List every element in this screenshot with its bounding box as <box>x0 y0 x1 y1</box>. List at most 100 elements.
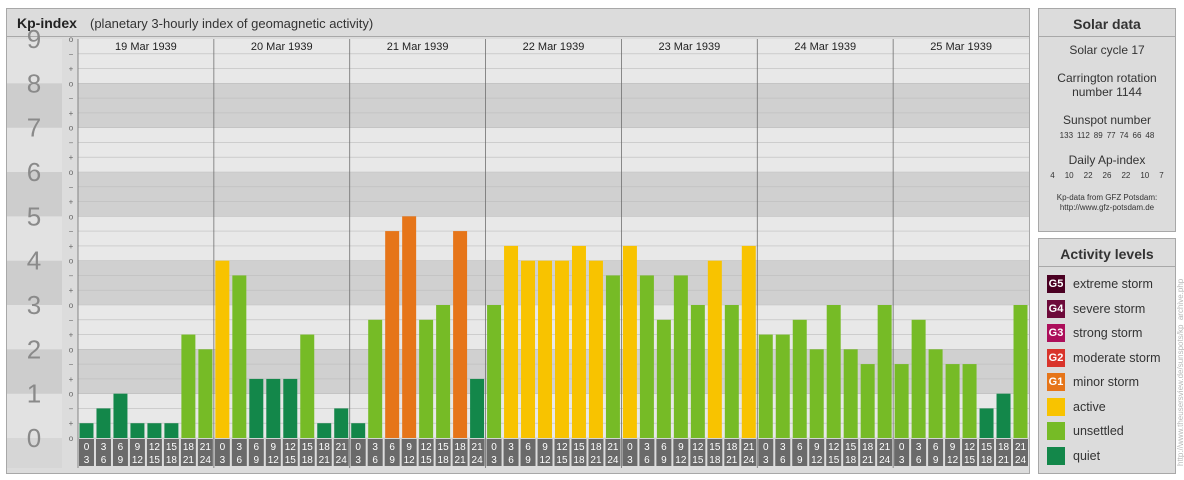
legend-swatch: G1 <box>1047 373 1065 391</box>
y-minor-label: o <box>69 212 74 221</box>
legend-swatch: G2 <box>1047 348 1065 367</box>
interval-start-label: 6 <box>933 442 939 453</box>
legend-item-quiet: quiet <box>1047 446 1100 466</box>
ap-title: Daily Ap-index <box>1068 153 1146 167</box>
kp-bar <box>707 260 722 438</box>
source-link[interactable]: http://www.gfz-potsdam.de <box>1059 203 1155 212</box>
interval-end-label: 15 <box>421 455 433 466</box>
interval-cell <box>979 439 995 466</box>
day-label: 21 Mar 1939 <box>387 41 449 53</box>
y-label-band <box>7 216 62 261</box>
kp-bar <box>775 334 790 438</box>
interval-cell <box>503 439 519 466</box>
interval-end-label: 6 <box>237 455 243 466</box>
sunspot-value: 66 <box>1132 131 1142 140</box>
kp-bar <box>690 305 705 438</box>
legend-label: moderate storm <box>1073 350 1161 365</box>
interval-cell <box>418 439 434 466</box>
interval-start-label: 9 <box>814 442 820 453</box>
legend-label: quiet <box>1073 448 1101 463</box>
ap-value: 7 <box>1159 171 1164 180</box>
interval-start-label: 9 <box>950 442 956 453</box>
ap-value: 4 <box>1050 171 1055 180</box>
y-label-band <box>7 39 62 84</box>
solar-title: Solar data <box>1073 16 1141 32</box>
interval-cell <box>843 439 859 466</box>
interval-cell <box>401 439 417 466</box>
kp-bar <box>673 275 688 438</box>
interval-cell <box>809 439 825 466</box>
interval-end-label: 12 <box>268 455 280 466</box>
interval-start-label: 3 <box>372 442 378 453</box>
solar-header: Solar data <box>1039 9 1175 37</box>
interval-cell <box>79 439 94 466</box>
interval-end-label: 15 <box>556 455 568 466</box>
interval-cell <box>656 439 672 466</box>
y-tick-label: 3 <box>27 290 41 320</box>
kp-chart: 0123456789o+−o+−o+−o+−o+−o+−o+−o+−o+−o19… <box>7 24 1029 468</box>
interval-start-label: 21 <box>336 442 348 453</box>
interval-cell <box>673 439 689 466</box>
sunspot-value: 133 <box>1059 131 1074 140</box>
interval-end-label: 15 <box>964 455 976 466</box>
kp-bar <box>741 245 756 438</box>
interval-cell <box>588 439 604 466</box>
kp-bar <box>147 423 162 438</box>
legend-label: minor storm <box>1073 375 1139 389</box>
interval-end-label: 9 <box>933 455 939 466</box>
interval-start-label: 15 <box>845 442 857 453</box>
y-tick-label: 9 <box>27 24 41 54</box>
interval-end-label: 6 <box>101 455 107 466</box>
interval-start-label: 18 <box>183 442 195 453</box>
kp-bar <box>911 319 926 438</box>
legend-item-strong-storm: G3 strong storm <box>1047 323 1142 343</box>
kp-bar <box>843 349 858 438</box>
interval-start-label: 21 <box>607 442 619 453</box>
interval-cell <box>826 439 842 466</box>
y-tick-label: 2 <box>27 334 41 364</box>
interval-start-label: 15 <box>166 442 178 453</box>
interval-end-label: 9 <box>797 455 803 466</box>
interval-end-label: 9 <box>254 455 260 466</box>
interval-cell <box>299 439 315 466</box>
kp-bar <box>113 393 128 438</box>
kp-bar <box>385 231 400 438</box>
y-tick-label: 5 <box>27 201 41 231</box>
y-minor-label: o <box>69 345 74 354</box>
interval-start-label: 9 <box>678 442 684 453</box>
kp-chart-panel: Kp-index (planetary 3-hourly index of ge… <box>6 8 1030 474</box>
interval-start-label: 12 <box>149 442 161 453</box>
y-minor-label: − <box>69 50 74 59</box>
y-tick-label: 1 <box>27 379 41 409</box>
interval-cell <box>707 439 723 466</box>
legend-label: extreme storm <box>1073 277 1153 291</box>
interval-cell <box>690 439 706 466</box>
y-minor-label: o <box>69 257 74 266</box>
interval-cell <box>945 439 961 466</box>
interval-end-label: 9 <box>661 455 667 466</box>
y-minor-label: − <box>69 183 74 192</box>
y-minor-label: + <box>69 153 74 162</box>
kp-band <box>78 127 1029 172</box>
kp-bar <box>979 408 994 438</box>
interval-end-label: 18 <box>981 455 993 466</box>
kp-bar <box>758 334 773 438</box>
interval-start-label: 15 <box>438 442 450 453</box>
day-label: 23 Mar 1939 <box>658 41 720 53</box>
legend-swatch: G3 <box>1047 324 1065 342</box>
interval-end-label: 18 <box>166 455 178 466</box>
interval-end-label: 3 <box>84 455 90 466</box>
kp-bar <box>894 364 909 438</box>
y-tick-label: 6 <box>27 157 41 187</box>
interval-end-label: 6 <box>916 455 922 466</box>
interval-start-label: 12 <box>828 442 840 453</box>
interval-end-label: 9 <box>525 455 531 466</box>
sunspot-value: 48 <box>1145 131 1155 140</box>
day-label: 20 Mar 1939 <box>251 41 313 53</box>
interval-start-label: 18 <box>726 442 738 453</box>
interval-start-label: 0 <box>491 442 497 453</box>
interval-start-label: 21 <box>743 442 755 453</box>
sunspot-values: 133 112 89 77 74 66 48 <box>1039 131 1175 141</box>
y-minor-label: + <box>69 419 74 428</box>
interval-cell <box>469 439 485 466</box>
